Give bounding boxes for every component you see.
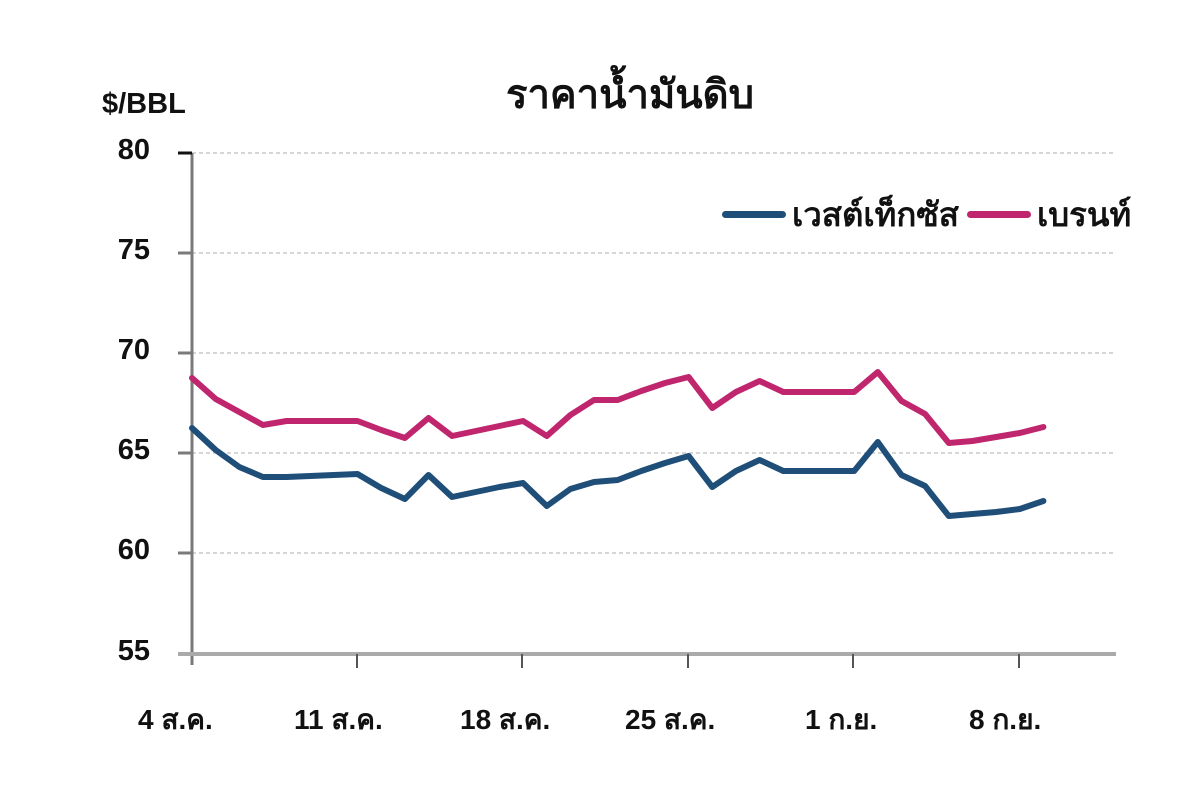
x-tick-label: 4 ส.ค.: [138, 704, 213, 735]
y-tick-label: 65: [117, 434, 150, 466]
x-tick-label: 18 ส.ค.: [460, 704, 551, 735]
chart-title: ราคาน้ำมันดิบ: [505, 73, 755, 117]
legend-label: เวสต์เท็กซัส: [792, 196, 959, 233]
legend-label: เบรนท์: [1036, 196, 1132, 233]
gridlines: [192, 152, 1116, 554]
legend: เวสต์เท็กซัส เบรนท์: [722, 188, 1139, 241]
y-tick-label: 60: [117, 534, 150, 566]
x-tick-label: 8 ก.ย.: [969, 704, 1042, 735]
legend-item-wti: เวสต์เท็กซัส: [722, 188, 959, 241]
x-tick-label: 11 ส.ค.: [294, 704, 383, 735]
y-ticks: [178, 151, 192, 555]
wti-swatch-icon: [722, 211, 786, 218]
y-axis-unit: $/BBL: [102, 88, 186, 120]
y-tick-label: 75: [117, 234, 150, 266]
wti-series-line: [189, 425, 1047, 519]
y-tick-label: 70: [117, 334, 150, 366]
legend-item-brent: เบรนท์: [966, 188, 1132, 241]
brent-swatch-icon: [966, 211, 1031, 218]
y-tick-label: 55: [117, 635, 150, 667]
brent-series-line: [189, 369, 1047, 446]
x-tick-label: 1 ก.ย.: [805, 704, 878, 735]
x-tick-label: 25 ส.ค.: [625, 704, 716, 735]
x-ticks: [356, 654, 1020, 668]
y-tick-label: 80: [117, 134, 150, 166]
